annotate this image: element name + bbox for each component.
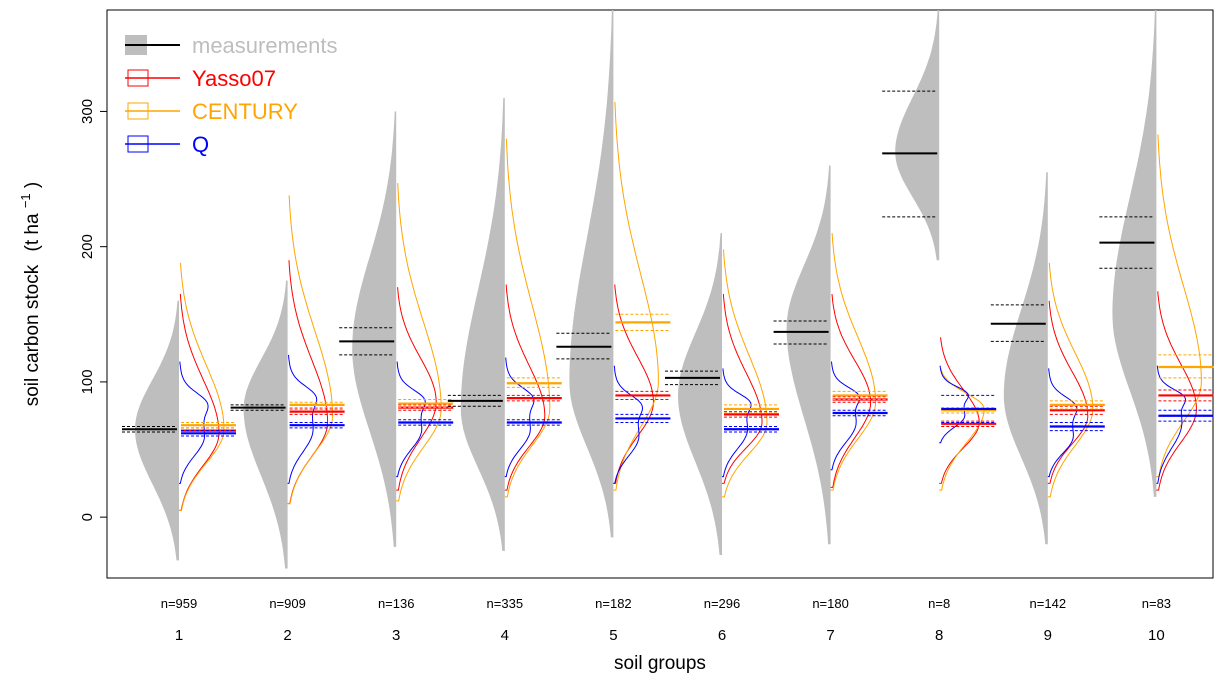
measurements-violin-9 [1003,172,1048,545]
q-density-6 [721,368,752,478]
legend: measurements Yasso07 CENTURY Q [125,33,338,157]
yasso07-density-6 [721,293,763,484]
measurements-violin-10 [1112,10,1157,497]
century-density-3 [396,183,442,502]
x-axis-title: soil groups [614,653,706,674]
y-axis-unit-text: (t ha [22,213,43,251]
legend-label-yasso: Yasso07 [192,66,276,91]
century-density-7 [830,233,877,491]
sample-size-label-2: n=909 [269,596,306,611]
q-density-3 [396,361,426,478]
measurements-violin-6 [678,233,722,556]
measurements-violin-8 [895,10,940,261]
x-tick-label-4: 4 [501,627,509,644]
q-density-1 [178,361,209,484]
century-density-5 [613,101,659,491]
legend-entry-q: Q [125,132,209,157]
q-density-10 [1156,365,1187,484]
legend-label-century: CENTURY [192,99,298,124]
century-density-10 [1156,134,1202,478]
yasso07-density-1 [178,293,220,511]
y-tick-label-0: 0 [79,513,96,521]
sample-size-label-1: n=959 [161,596,198,611]
measurements-violin-1 [135,300,179,561]
century-density-4 [504,138,551,498]
y-tick-label-200: 200 [79,234,96,259]
measurements-violin-5 [569,10,614,538]
measurements-violin-2 [243,280,288,569]
sample-size-label-8: n=8 [928,596,950,611]
measurements-violin-4 [460,97,505,552]
yasso07-density-9 [1047,300,1089,484]
measurements-violin-3 [352,111,397,547]
x-tick-label-8: 8 [935,627,943,644]
y-tick-label-300: 300 [79,99,96,124]
y-axis-title: soil carbon stock (t ha −1 ) [14,182,43,407]
sample-size-label-7: n=180 [812,596,849,611]
century-density-6 [721,249,768,498]
legend-entry-measurements: measurements [125,33,338,58]
violin-layer [135,10,1202,569]
q-density-5 [613,365,644,484]
sample-size-label-4: n=335 [487,596,524,611]
q-density-4 [504,357,535,478]
sample-size-label-3: n=136 [378,596,415,611]
century-density-1 [178,262,225,511]
legend-label-measurements: measurements [192,33,338,58]
measurements-violin-7 [786,165,831,545]
century-density-8 [939,368,985,491]
y-axis-unit-exponent: −1 [18,193,33,208]
sample-size-label-5: n=182 [595,596,632,611]
x-tick-label-9: 9 [1044,627,1052,644]
y-tick-label-100: 100 [79,369,96,394]
y-axis: 0 100 200 300 [79,10,108,578]
q-density-8 [939,365,969,444]
sample-size-label-6: n=296 [704,596,741,611]
century-density-9 [1047,262,1094,498]
century-density-2 [287,195,334,505]
sample-size-label-10: n=83 [1142,596,1171,611]
yasso07-density-10 [1156,291,1197,491]
yasso07-density-8 [939,337,980,484]
x-tick-label-1: 1 [175,627,183,644]
x-tick-label-3: 3 [392,627,400,644]
svg-text:soil carbon stock (t ha: soil carbon stock (t ha −1 ) [14,182,43,407]
mean-lines-layer [122,90,1214,437]
x-tick-label-6: 6 [718,627,726,644]
x-tick-label-7: 7 [826,627,834,644]
x-axis: n=959 1 n=909 2 n=136 3 n=335 4 n=182 5 n=296 6 n=18… [161,596,1171,644]
x-tick-label-2: 2 [283,627,291,644]
yasso07-density-3 [396,287,437,491]
sample-size-label-9: n=142 [1030,596,1067,611]
y-axis-title-text: soil carbon stock [22,264,43,406]
legend-entry-yasso: Yasso07 [125,66,276,91]
y-axis-unit-close: ) [22,182,43,188]
q-density-9 [1047,368,1078,478]
q-density-2 [287,354,318,484]
x-tick-label-10: 10 [1148,627,1165,644]
yasso07-density-4 [504,284,546,491]
x-tick-label-5: 5 [609,627,617,644]
q-density-7 [830,361,861,471]
legend-label-q: Q [192,132,209,157]
yasso07-density-7 [830,293,872,488]
legend-entry-century: CENTURY [125,99,298,124]
